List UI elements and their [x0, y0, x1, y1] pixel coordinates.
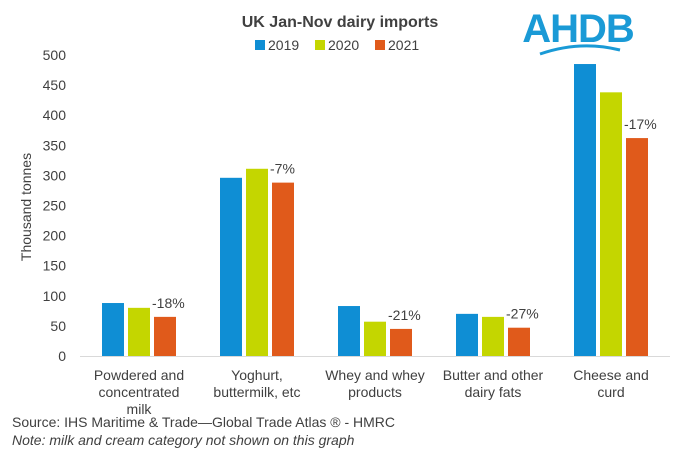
- bar-2021: [390, 328, 412, 356]
- change-annotations: -18% -7% -21% -27% -17%: [152, 116, 657, 323]
- bar-2021: [508, 327, 530, 356]
- bar-2020: [128, 307, 150, 356]
- y-tick-label: 450: [43, 77, 67, 93]
- chart-title: UK Jan-Nov dairy imports: [242, 14, 439, 31]
- bar-2019: [220, 177, 242, 356]
- bar-2020: [482, 316, 504, 356]
- x-category-label: Whey and whey products: [325, 367, 425, 400]
- y-tick-label: 200: [43, 228, 67, 244]
- legend-label: 2021: [388, 37, 419, 53]
- bar-2021: [272, 182, 294, 356]
- bar-2019: [338, 306, 360, 356]
- y-tick-label: 500: [43, 47, 67, 63]
- source-note: Source: IHS Maritime & Trade—Global Trad…: [12, 414, 395, 430]
- y-tick-label: 300: [43, 167, 67, 183]
- bar-2019: [102, 303, 124, 356]
- change-label: -18%: [152, 295, 185, 311]
- x-category-label: Yoghurt, buttermilk, etc: [213, 367, 300, 400]
- bar-2019: [574, 64, 596, 356]
- y-axis-label: Thousand tonnes: [18, 153, 34, 261]
- x-axis: Powdered and concentrated milk Yoghurt, butt…: [80, 356, 670, 417]
- x-category-label: Powdered and concentrated milk: [94, 367, 184, 417]
- bar-2021: [626, 138, 648, 356]
- bar-2020: [364, 321, 386, 356]
- x-category-label: Butter and other dairy fats: [443, 367, 544, 400]
- x-category-label: Cheese and curd: [573, 367, 649, 400]
- bar-2020: [246, 168, 268, 356]
- change-label: -21%: [388, 307, 421, 323]
- y-tick-label: 350: [43, 137, 67, 153]
- change-label: -7%: [270, 161, 295, 177]
- legend-swatch-2021: [375, 40, 385, 50]
- bars: [102, 64, 648, 356]
- graph-note: Note: milk and cream category not shown …: [12, 432, 355, 448]
- y-tick-label: 100: [43, 288, 67, 304]
- logo-swoosh-icon: [539, 44, 621, 56]
- ahdb-logo: AHDB: [522, 7, 634, 51]
- change-label: -17%: [624, 116, 657, 132]
- chart-legend: 2019 2020 2021: [255, 37, 419, 53]
- bar-2021: [154, 316, 176, 356]
- y-tick-label: 400: [43, 107, 67, 123]
- y-tick-label: 50: [50, 318, 66, 334]
- y-tick-label: 250: [43, 198, 67, 214]
- legend-swatch-2019: [255, 40, 265, 50]
- legend-label: 2020: [328, 37, 359, 53]
- y-tick-label: 150: [43, 258, 67, 274]
- change-label: -27%: [506, 306, 539, 322]
- legend-swatch-2020: [315, 40, 325, 50]
- y-axis: 0 50 100 150 200 250 300 350 400 450 500: [43, 47, 67, 364]
- legend-label: 2019: [268, 37, 299, 53]
- y-tick-label: 0: [58, 348, 66, 364]
- bar-2020: [600, 92, 622, 356]
- bar-2019: [456, 313, 478, 356]
